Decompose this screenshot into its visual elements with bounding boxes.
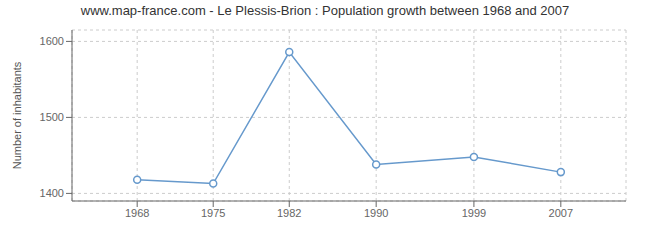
svg-text:1968: 1968 (125, 207, 149, 219)
svg-text:1400: 1400 (40, 187, 64, 199)
html-text:www.map-france.com - Le Plessi: www.map-france.com - Le Plessis-Brion : … (80, 3, 570, 18)
svg-text:2007: 2007 (549, 207, 573, 219)
svg-text:1990: 1990 (364, 207, 388, 219)
svg-text:1982: 1982 (277, 207, 301, 219)
svg-text:Number of inhabitants: Number of inhabitants (11, 61, 23, 169)
svg-text:1500: 1500 (40, 111, 64, 123)
svg-text:1600: 1600 (40, 35, 64, 47)
svg-text:1999: 1999 (462, 207, 486, 219)
svg-text:1975: 1975 (201, 207, 225, 219)
